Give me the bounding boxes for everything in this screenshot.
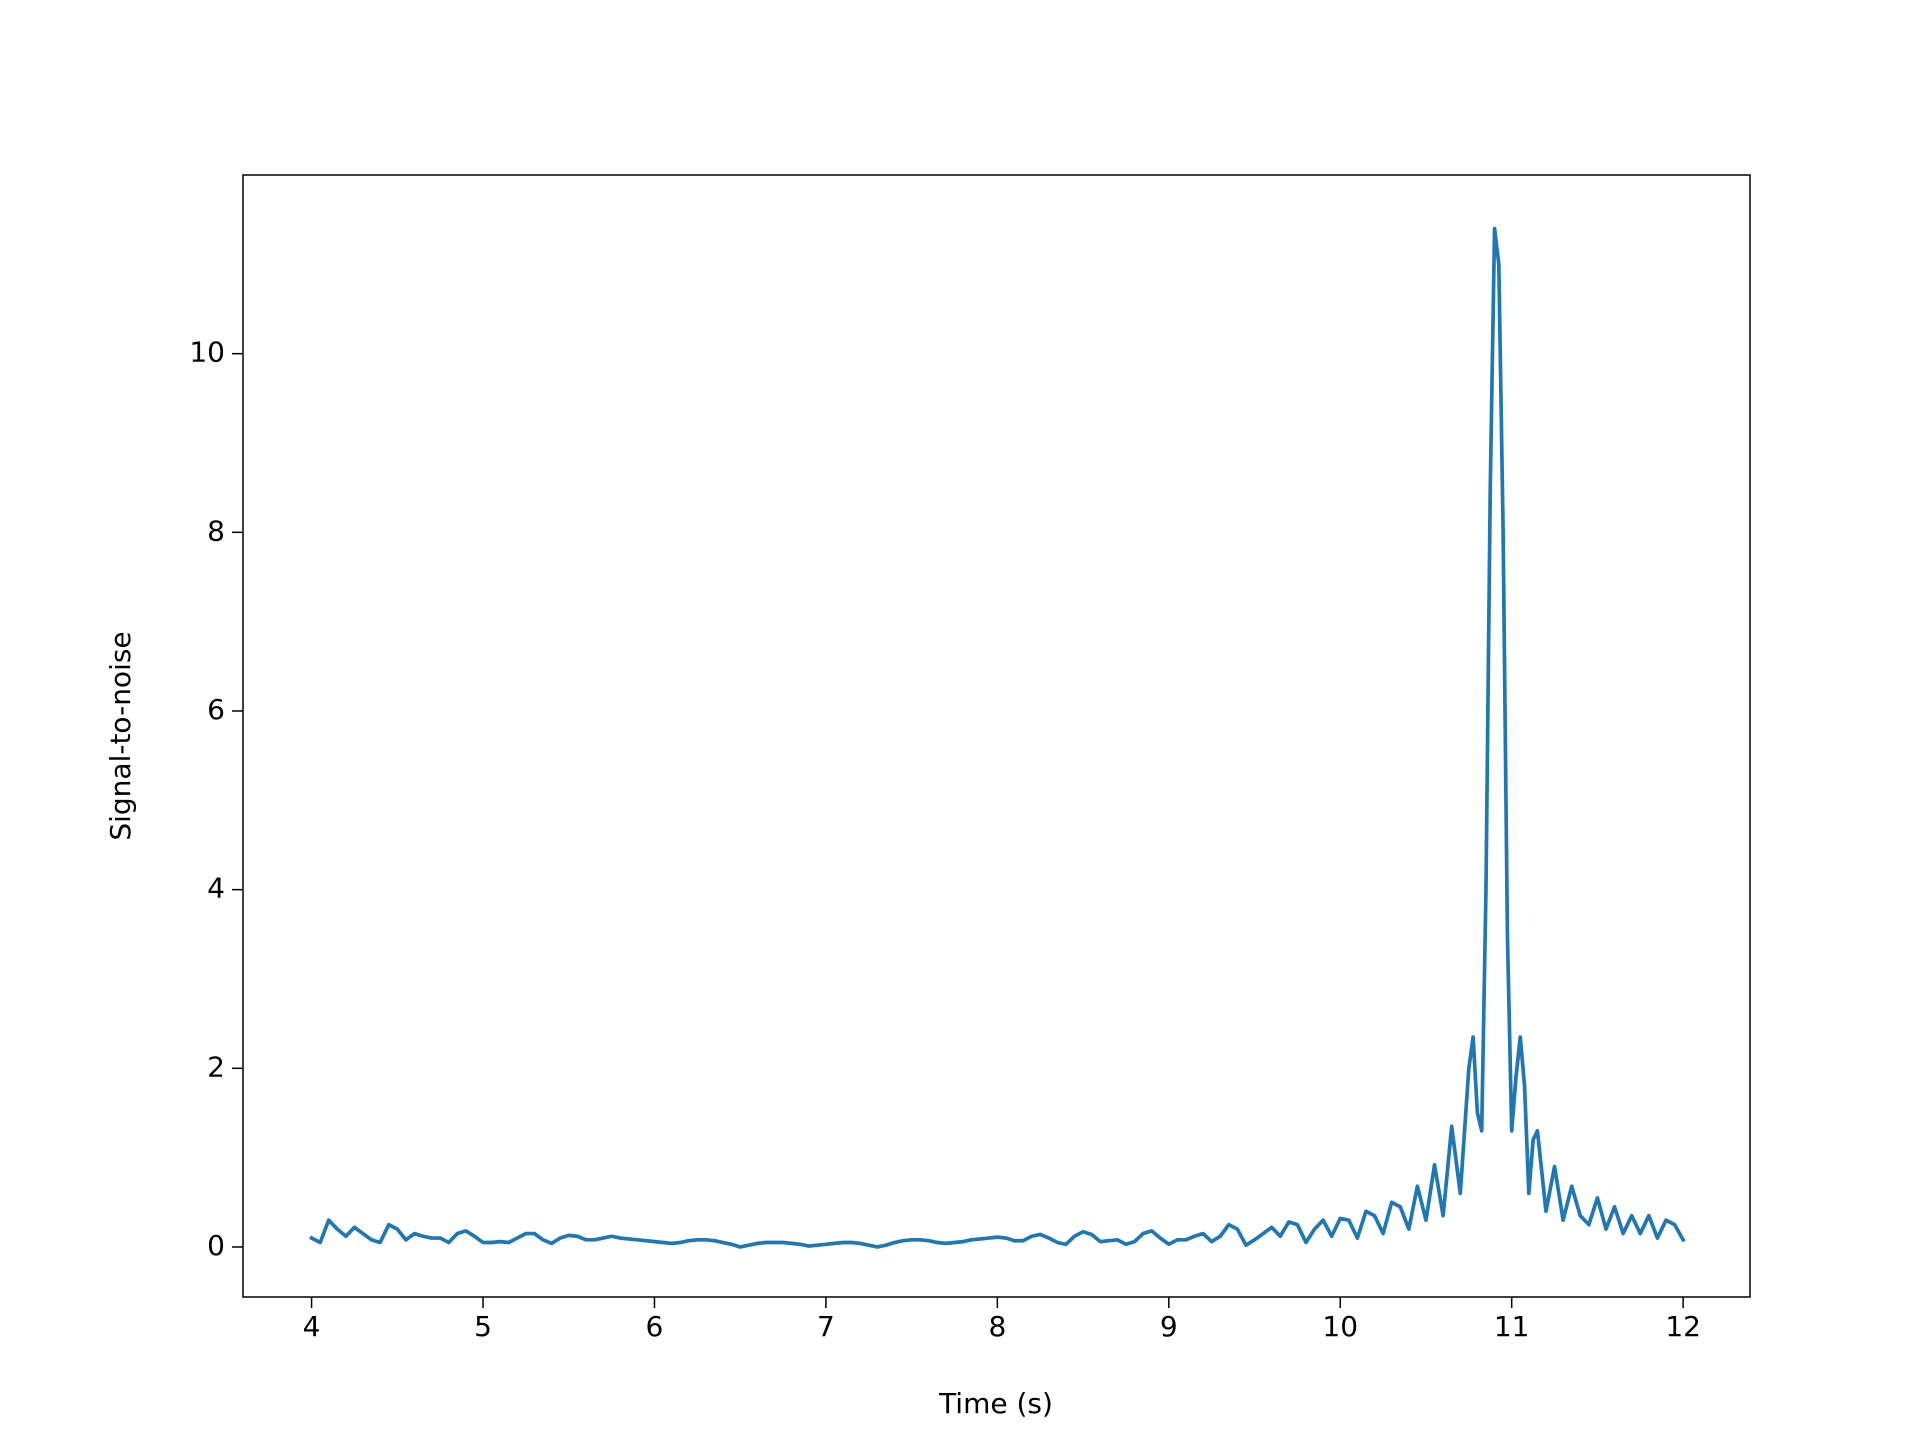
y-tick-label: 0 bbox=[207, 1229, 225, 1262]
data-line bbox=[309, 226, 1686, 1249]
x-axis-label: Time (s) bbox=[938, 1387, 1053, 1420]
x-tick-label: 8 bbox=[988, 1310, 1006, 1343]
y-tick-label: 4 bbox=[207, 872, 225, 905]
x-tick-label: 11 bbox=[1494, 1310, 1530, 1343]
x-tick-label: 6 bbox=[646, 1310, 664, 1343]
x-tick-label: 7 bbox=[817, 1310, 835, 1343]
x-tick-label: 4 bbox=[303, 1310, 321, 1343]
y-axis-label: Signal-to-noise bbox=[104, 631, 137, 840]
y-tick-label: 2 bbox=[207, 1050, 225, 1083]
x-tick-label: 9 bbox=[1160, 1310, 1178, 1343]
y-tick-label: 8 bbox=[207, 514, 225, 547]
plot-frame bbox=[242, 174, 1751, 1298]
x-tick-label: 5 bbox=[474, 1310, 492, 1343]
x-tick-label: 10 bbox=[1322, 1310, 1358, 1343]
y-tick-label: 10 bbox=[189, 336, 225, 369]
x-tick-label: 12 bbox=[1665, 1310, 1701, 1343]
y-tick-label: 6 bbox=[207, 693, 225, 726]
